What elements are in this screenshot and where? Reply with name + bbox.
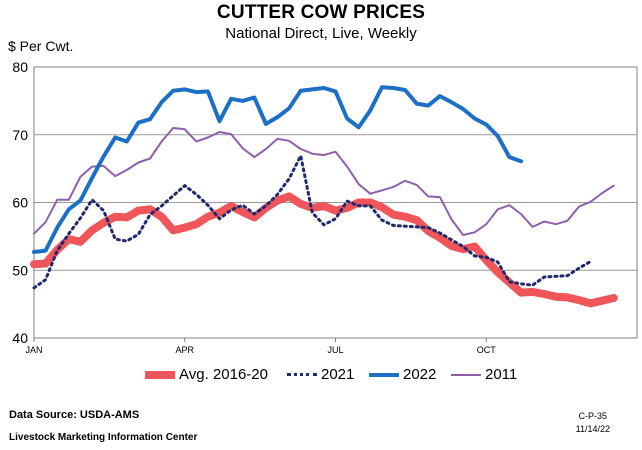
legend-label-2022: 2022 — [403, 366, 437, 383]
data-source: Data Source: USDA-AMS — [9, 409, 140, 421]
x-tick-label: APR — [175, 345, 194, 355]
series-line-avg-2016-20 — [30, 192, 618, 308]
legend-item-2021: 2021 — [287, 366, 354, 383]
legend-label-avg: Avg. 2016-20 — [179, 366, 268, 383]
x-tick-label: OCT — [477, 345, 497, 355]
y-tick-label: 70 — [12, 127, 28, 143]
chart-subtitle: National Direct, Live, Weekly — [225, 25, 417, 42]
chart-title: CUTTER COW PRICES — [216, 2, 426, 23]
legend-swatch-2011 — [451, 373, 481, 376]
y-tick-label: 40 — [12, 330, 28, 346]
x-tick-label: JUL — [327, 345, 343, 355]
legend-swatch-avg — [145, 370, 175, 379]
chart-date: 11/14/22 — [575, 424, 610, 434]
chart-code: C-P-35 11/14/22 — [576, 410, 610, 436]
legend-label-2011: 2011 — [485, 366, 518, 383]
y-tick-label: 50 — [12, 262, 28, 278]
y-tick-label: 80 — [12, 59, 28, 75]
legend-item-avg: Avg. 2016-20 — [145, 366, 268, 383]
series-line-2011 — [33, 127, 615, 236]
legend: Avg. 2016-20 2021 2022 2011 — [0, 366, 642, 390]
y-axis-label: $ Per Cwt. — [8, 38, 74, 54]
line-chart: 40 50 60 70 80 JAN APR JUL OCT — [12, 59, 638, 355]
legend-label-2021: 2021 — [321, 366, 355, 383]
legend-item-2011: 2011 — [451, 366, 517, 383]
legend-swatch-2021 — [287, 373, 317, 376]
chart-id: C-P-35 — [578, 411, 608, 421]
series-line-2022 — [32, 85, 523, 254]
legend-item-2022: 2022 — [369, 366, 436, 383]
legend-swatch-2022 — [369, 372, 399, 377]
y-tick-label: 60 — [12, 195, 28, 211]
info-center: Livestock Marketing Information Center — [9, 432, 198, 443]
series-line-2021 — [32, 154, 593, 290]
x-tick-label: JAN — [25, 345, 42, 355]
